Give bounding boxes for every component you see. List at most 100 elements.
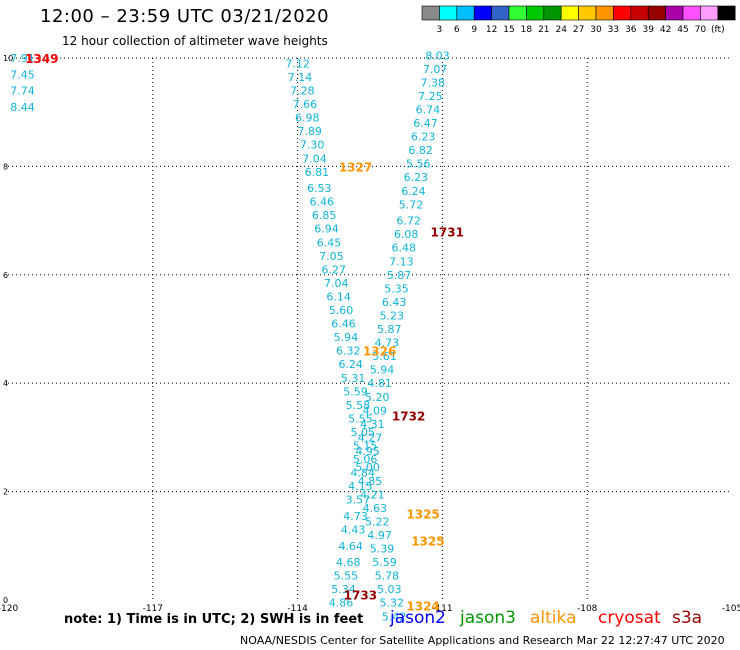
wave-height-value: 5.87 [377,323,402,336]
wave-height-value: 6.72 [396,215,421,228]
color-scale-label: (ft) [711,25,725,35]
wave-height-value: 4.73 [343,510,368,523]
legend-cryosat: cryosat [598,608,661,628]
color-scale-label: 36 [625,25,637,35]
color-scale-swatch [560,5,579,21]
wave-height-value: 7.89 [297,125,322,138]
wave-height-value: 5.55 [334,570,359,583]
legend-s3a: s3a [672,608,703,628]
pass-time-label: 1733 [344,589,377,603]
legend-altika: altika [530,608,577,628]
wave-height-value: 5.23 [379,309,404,322]
pass-time-label: 1326 [363,345,396,359]
wave-height-value: 5.15 [353,440,378,453]
wave-height-value: 4.64 [338,540,363,553]
color-scale-label: 70 [695,25,707,35]
wave-height-value: 7.38 [420,76,445,89]
footer-credit: NOAA/NESDIS Center for Satellite Applica… [240,634,725,647]
wave-height-value: 5.56 [406,158,431,171]
wave-height-value: 7.91 [10,52,35,65]
wave-height-value: 4.63 [363,502,388,515]
wave-height-value: 5.55 [348,412,373,425]
wave-height-value: 5.72 [399,198,424,211]
wave-height-value: 4.97 [367,529,392,542]
wave-height-value: 7.25 [418,90,443,103]
color-scale-swatch [717,5,736,21]
wave-height-value: 4.95 [355,445,380,458]
pass-time-label: 1732 [392,410,425,424]
color-scale-swatch [647,5,666,21]
wave-height-value: 4.86 [329,597,354,610]
wave-height-value: 6.27 [322,263,347,276]
wave-height-value: 4.81 [367,377,392,390]
wave-height-value: 4.85 [358,475,383,488]
wave-height-value: 6.94 [314,223,339,236]
color-scale-label: 30 [590,25,602,35]
wave-height-value: 5.39 [370,543,395,556]
wave-height-value: 4.68 [336,556,361,569]
wave-height-value: 5.59 [343,385,368,398]
wave-height-value: 4.21 [360,488,385,501]
legend-jason3: jason3 [460,608,516,628]
color-scale-label: 9 [471,25,477,35]
color-scale-label: 42 [660,25,671,35]
wave-height-value: 6.43 [382,296,407,309]
pass-time-label: 1349 [25,52,58,66]
x-tick-label: -108 [577,604,598,614]
pass-time-label: 1325 [411,534,444,548]
wave-height-value: 6.45 [317,236,342,249]
x-tick-label: -114 [287,604,308,614]
pass-time-label: 1327 [339,160,372,174]
wave-height-value: 5.22 [365,515,390,528]
color-scale-swatch [491,5,510,21]
wave-height-value: 4.43 [341,524,366,537]
wave-height-value: 6.98 [295,112,320,125]
color-scale-label: 12 [486,25,497,35]
wave-height-value: 6.47 [413,117,438,130]
color-scale-swatch [630,5,649,21]
wave-height-value: 6.23 [404,171,429,184]
pass-time-label: 1325 [406,507,439,521]
wave-height-value: 5.00 [355,461,380,474]
wave-height-value: 5.58 [346,399,371,412]
wave-height-value: 7.13 [389,255,414,268]
wave-height-value: 4.27 [358,431,383,444]
chart-title: 12:00 – 23:59 UTC 03/21/2020 [40,6,330,27]
color-scale-label: 15 [503,25,514,35]
y-tick-label: 0 [3,596,8,605]
wave-height-value: 7.04 [302,152,327,165]
wave-height-value: 3.57 [346,494,371,507]
wave-height-value: 5.34 [331,583,356,596]
wave-height-value: 7.74 [10,85,35,98]
x-tick-label: -111 [432,604,452,614]
wave-height-value: 6.32 [336,345,361,358]
wave-height-value: 6.08 [394,228,419,241]
pass-time-label: 1324 [406,599,439,613]
wave-height-value: 5.78 [375,570,400,583]
wave-height-value: 5.60 [329,304,354,317]
color-scale-label: 24 [555,25,567,35]
y-tick-label: 2 [3,488,8,497]
x-tick-label: -105 [722,604,740,614]
wave-height-value: 5.03 [377,583,402,596]
wave-height-value: 7.45 [10,68,35,81]
wave-height-value: 7.07 [423,63,448,76]
wave-height-value: 7.30 [300,139,325,152]
wave-height-value: 6.82 [408,144,433,157]
wave-height-value: 7.28 [290,85,315,98]
color-scale-label: 21 [538,25,549,35]
wave-height-value: 4.84 [351,467,376,480]
chart-subtitle: 12 hour collection of altimeter wave hei… [62,34,328,48]
wave-height-value: 5.94 [334,331,359,344]
color-scale-label: 3 [437,25,443,35]
wave-height-value: 5.20 [365,391,390,404]
wave-height-value: 8.44 [10,101,35,114]
wave-height-value: 7.05 [319,250,344,263]
color-scale-swatch [682,5,701,21]
y-tick-label: 6 [3,271,8,280]
color-scale-label: 33 [608,25,619,35]
wave-height-value: 5.35 [384,282,409,295]
wave-height-value: 8.03 [425,49,450,62]
wave-height-value: 6.46 [309,196,334,209]
